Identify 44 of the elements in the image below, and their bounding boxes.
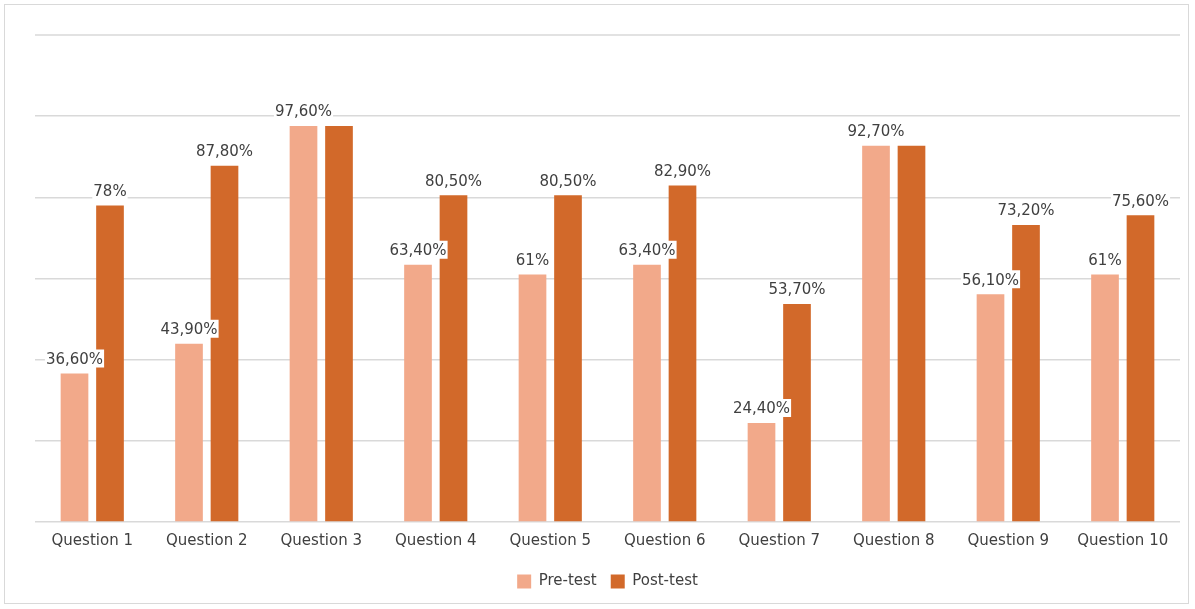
x-tick-label: Question 3 [280, 530, 362, 549]
bar [325, 125, 353, 522]
data-label: 63,40% [389, 241, 447, 260]
bar [1091, 274, 1119, 522]
x-tick-label: Question 6 [624, 530, 706, 549]
x-tick-label: Question 2 [166, 530, 248, 549]
bar [289, 125, 318, 522]
bar [404, 264, 432, 522]
bar [554, 195, 582, 522]
data-label: 73,20% [997, 201, 1055, 220]
data-label: 80,50% [539, 171, 597, 190]
data-label: 61% [1088, 250, 1122, 269]
x-tick-label: Question 10 [1077, 530, 1169, 549]
bar [747, 422, 776, 522]
bar [60, 373, 89, 522]
bar [175, 343, 203, 522]
data-label: 87,80% [195, 142, 254, 161]
data-label: 53,70% [768, 280, 826, 299]
data-label: 24,40% [732, 399, 791, 418]
data-label: 61% [515, 250, 550, 269]
data-label: 56,10% [961, 270, 1020, 289]
legend-label: Pre-test [538, 571, 597, 590]
data-label: 75,60% [1111, 191, 1170, 210]
data-label: 78% [93, 181, 127, 200]
legend-label: Post-test [632, 571, 698, 590]
x-tick-label: Question 7 [738, 530, 820, 549]
data-label: 43,90% [160, 320, 218, 339]
bar [518, 274, 547, 522]
x-tick-label: Question 8 [853, 530, 935, 549]
x-tick-label: Question 4 [395, 530, 477, 549]
bar [862, 145, 890, 522]
data-label: 82,90% [653, 161, 712, 180]
x-tick-label: Question 9 [967, 530, 1049, 549]
x-tick-label: Question 1 [51, 530, 133, 549]
data-label: 36,60% [45, 349, 104, 368]
bar [633, 264, 661, 522]
bar [1126, 215, 1155, 522]
data-label: 80,50% [424, 171, 483, 190]
data-label: 97,60% [274, 102, 333, 121]
x-tick-label: Question 5 [509, 530, 591, 549]
data-label: 92,70% [847, 122, 905, 141]
bar [976, 294, 1005, 522]
bar [897, 145, 926, 522]
data-label: 63,40% [618, 241, 676, 260]
